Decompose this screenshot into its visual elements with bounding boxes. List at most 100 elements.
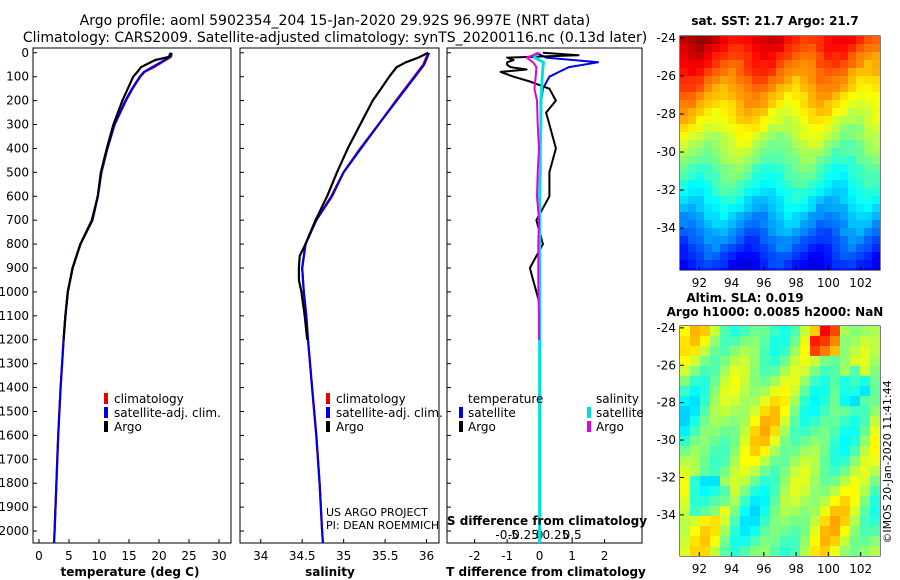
map-cell — [840, 496, 850, 506]
map-cell — [784, 60, 792, 68]
map-cell — [790, 346, 800, 356]
map-cell — [770, 386, 780, 396]
map-cell — [768, 188, 776, 196]
map-cell — [680, 252, 688, 260]
map-cell — [870, 496, 880, 506]
map-cell — [688, 220, 696, 228]
map-cell — [760, 156, 768, 164]
map-cell — [760, 396, 770, 406]
map-cell — [740, 326, 750, 336]
map-cell — [870, 346, 880, 356]
map-cell — [830, 446, 840, 456]
map-cell — [750, 546, 760, 556]
map-cell — [720, 164, 728, 172]
map-cell — [808, 164, 816, 172]
map-cell — [800, 356, 810, 366]
map-cell — [824, 172, 832, 180]
map-cell — [864, 44, 872, 52]
map-cell — [712, 124, 720, 132]
t-diff-tick-label: 0 — [536, 549, 544, 563]
map-cell — [848, 36, 856, 44]
map-cell — [840, 426, 850, 436]
map-cell — [840, 52, 848, 60]
map-cell — [710, 346, 720, 356]
map-cell — [870, 336, 880, 346]
t-difference-axis-label: T difference from climatology — [446, 565, 646, 579]
map-cell — [792, 68, 800, 76]
map-cell — [728, 92, 736, 100]
map-cell — [768, 68, 776, 76]
map-cell — [680, 164, 688, 172]
map-cell — [760, 486, 770, 496]
map-cell — [810, 366, 820, 376]
map-cell — [800, 148, 808, 156]
pressure-tick-label: 100 — [6, 70, 29, 84]
map-cell — [840, 36, 848, 44]
map-cell — [710, 536, 720, 546]
map-cell — [792, 212, 800, 220]
map-cell — [864, 172, 872, 180]
pressure-tick-label: 1100 — [0, 309, 29, 323]
map-cell — [790, 426, 800, 436]
map-cell — [856, 236, 864, 244]
map-cell — [696, 84, 704, 92]
map-cell — [864, 92, 872, 100]
map-cell — [860, 446, 870, 456]
map-cell — [810, 426, 820, 436]
map-cell — [680, 76, 688, 84]
difference-panel-frame — [446, 47, 643, 544]
map-cell — [752, 68, 760, 76]
map-cell — [744, 188, 752, 196]
map-cell — [712, 236, 720, 244]
map-cell — [784, 180, 792, 188]
map-cell — [720, 260, 728, 268]
map-cell — [832, 156, 840, 164]
map-cell — [872, 68, 880, 76]
map-cell — [850, 426, 860, 436]
map-cell — [744, 100, 752, 108]
map-cell — [864, 84, 872, 92]
map-cell — [730, 366, 740, 376]
map-cell — [680, 124, 688, 132]
map-cell — [848, 116, 856, 124]
map-cell — [752, 36, 760, 44]
map-cell — [736, 172, 744, 180]
map-cell — [768, 148, 776, 156]
map-cell — [856, 116, 864, 124]
map-cell — [780, 506, 790, 516]
map-cell — [816, 180, 824, 188]
map-cell — [680, 406, 690, 416]
map-cell — [690, 356, 700, 366]
map-cell — [848, 100, 856, 108]
map-cell — [752, 76, 760, 84]
x-tick-label: 30 — [211, 549, 226, 563]
map-cell — [850, 506, 860, 516]
map-cell — [848, 220, 856, 228]
map-cell — [730, 536, 740, 546]
map-cell — [760, 100, 768, 108]
map-cell — [840, 252, 848, 260]
map-cell — [840, 546, 850, 556]
pressure-tick-label: 0 — [21, 46, 29, 60]
map-cell — [690, 416, 700, 426]
map-cell — [712, 244, 720, 252]
map-cell — [830, 366, 840, 376]
map-cell — [784, 196, 792, 204]
map-cell — [840, 416, 850, 426]
map-x-tick-label: 102 — [849, 562, 872, 576]
map-cell — [720, 536, 730, 546]
map-cell — [740, 346, 750, 356]
map-cell — [696, 268, 704, 270]
map-cell — [720, 220, 728, 228]
map-cell — [680, 100, 688, 108]
map-cell — [776, 140, 784, 148]
map-cell — [776, 92, 784, 100]
map-cell — [792, 44, 800, 52]
map-cell — [750, 436, 760, 446]
map-cell — [864, 244, 872, 252]
map-cell — [760, 180, 768, 188]
map-cell — [872, 140, 880, 148]
map-cell — [736, 76, 744, 84]
map-cell — [744, 228, 752, 236]
map-cell — [784, 172, 792, 180]
